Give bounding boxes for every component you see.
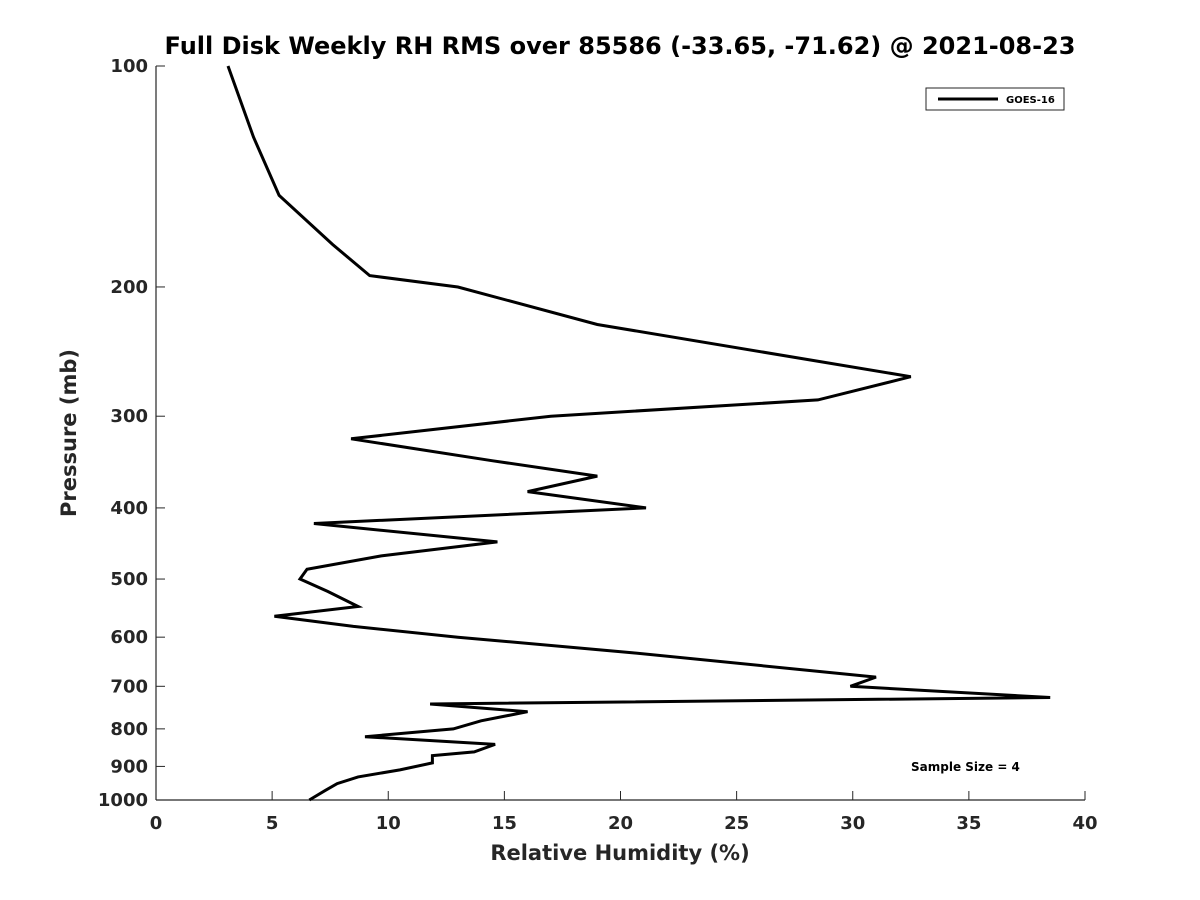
x-ticks: 0 5 10 15 20 25 30 35 40	[150, 791, 1098, 834]
x-tick-label-40: 40	[1072, 813, 1097, 834]
y-tick-label-600: 600	[110, 627, 148, 648]
x-tick-label-0: 0	[150, 813, 163, 834]
y-tick-label-100: 100	[110, 56, 148, 77]
y-tick-label-400: 400	[110, 498, 148, 519]
y-tick-label-200: 200	[110, 277, 148, 298]
y-tick-label-300: 300	[110, 406, 148, 427]
x-tick-label-5: 5	[266, 813, 279, 834]
y-tick-label-1000: 1000	[98, 790, 148, 811]
series-line-goes-16	[226, 65, 1051, 802]
legend: GOES-16	[925, 87, 1065, 111]
y-tick-label-500: 500	[110, 569, 148, 590]
x-tick-label-25: 25	[724, 813, 749, 834]
y-tick-label-800: 800	[110, 719, 148, 740]
axes	[155, 66, 1085, 801]
x-tick-label-30: 30	[840, 813, 865, 834]
x-tick-label-35: 35	[956, 813, 981, 834]
y-tick-label-700: 700	[110, 676, 148, 697]
y-tick-label-900: 900	[110, 756, 148, 777]
x-axis-label: Relative Humidity (%)	[490, 841, 749, 865]
sample-size-annotation: Sample Size = 4	[911, 760, 1020, 774]
x-tick-label-20: 20	[608, 813, 633, 834]
legend-label-goes-16: GOES-16	[1006, 95, 1055, 106]
series-group	[226, 65, 1051, 802]
x-tick-label-10: 10	[376, 813, 401, 834]
x-tick-label-15: 15	[492, 813, 517, 834]
y-ticks: 100 200 300 400 500 600 700 800 900 1000	[98, 56, 165, 811]
chart-title: Full Disk Weekly RH RMS over 85586 (-33.…	[165, 32, 1076, 60]
y-axis-label: Pressure (mb)	[57, 349, 81, 517]
